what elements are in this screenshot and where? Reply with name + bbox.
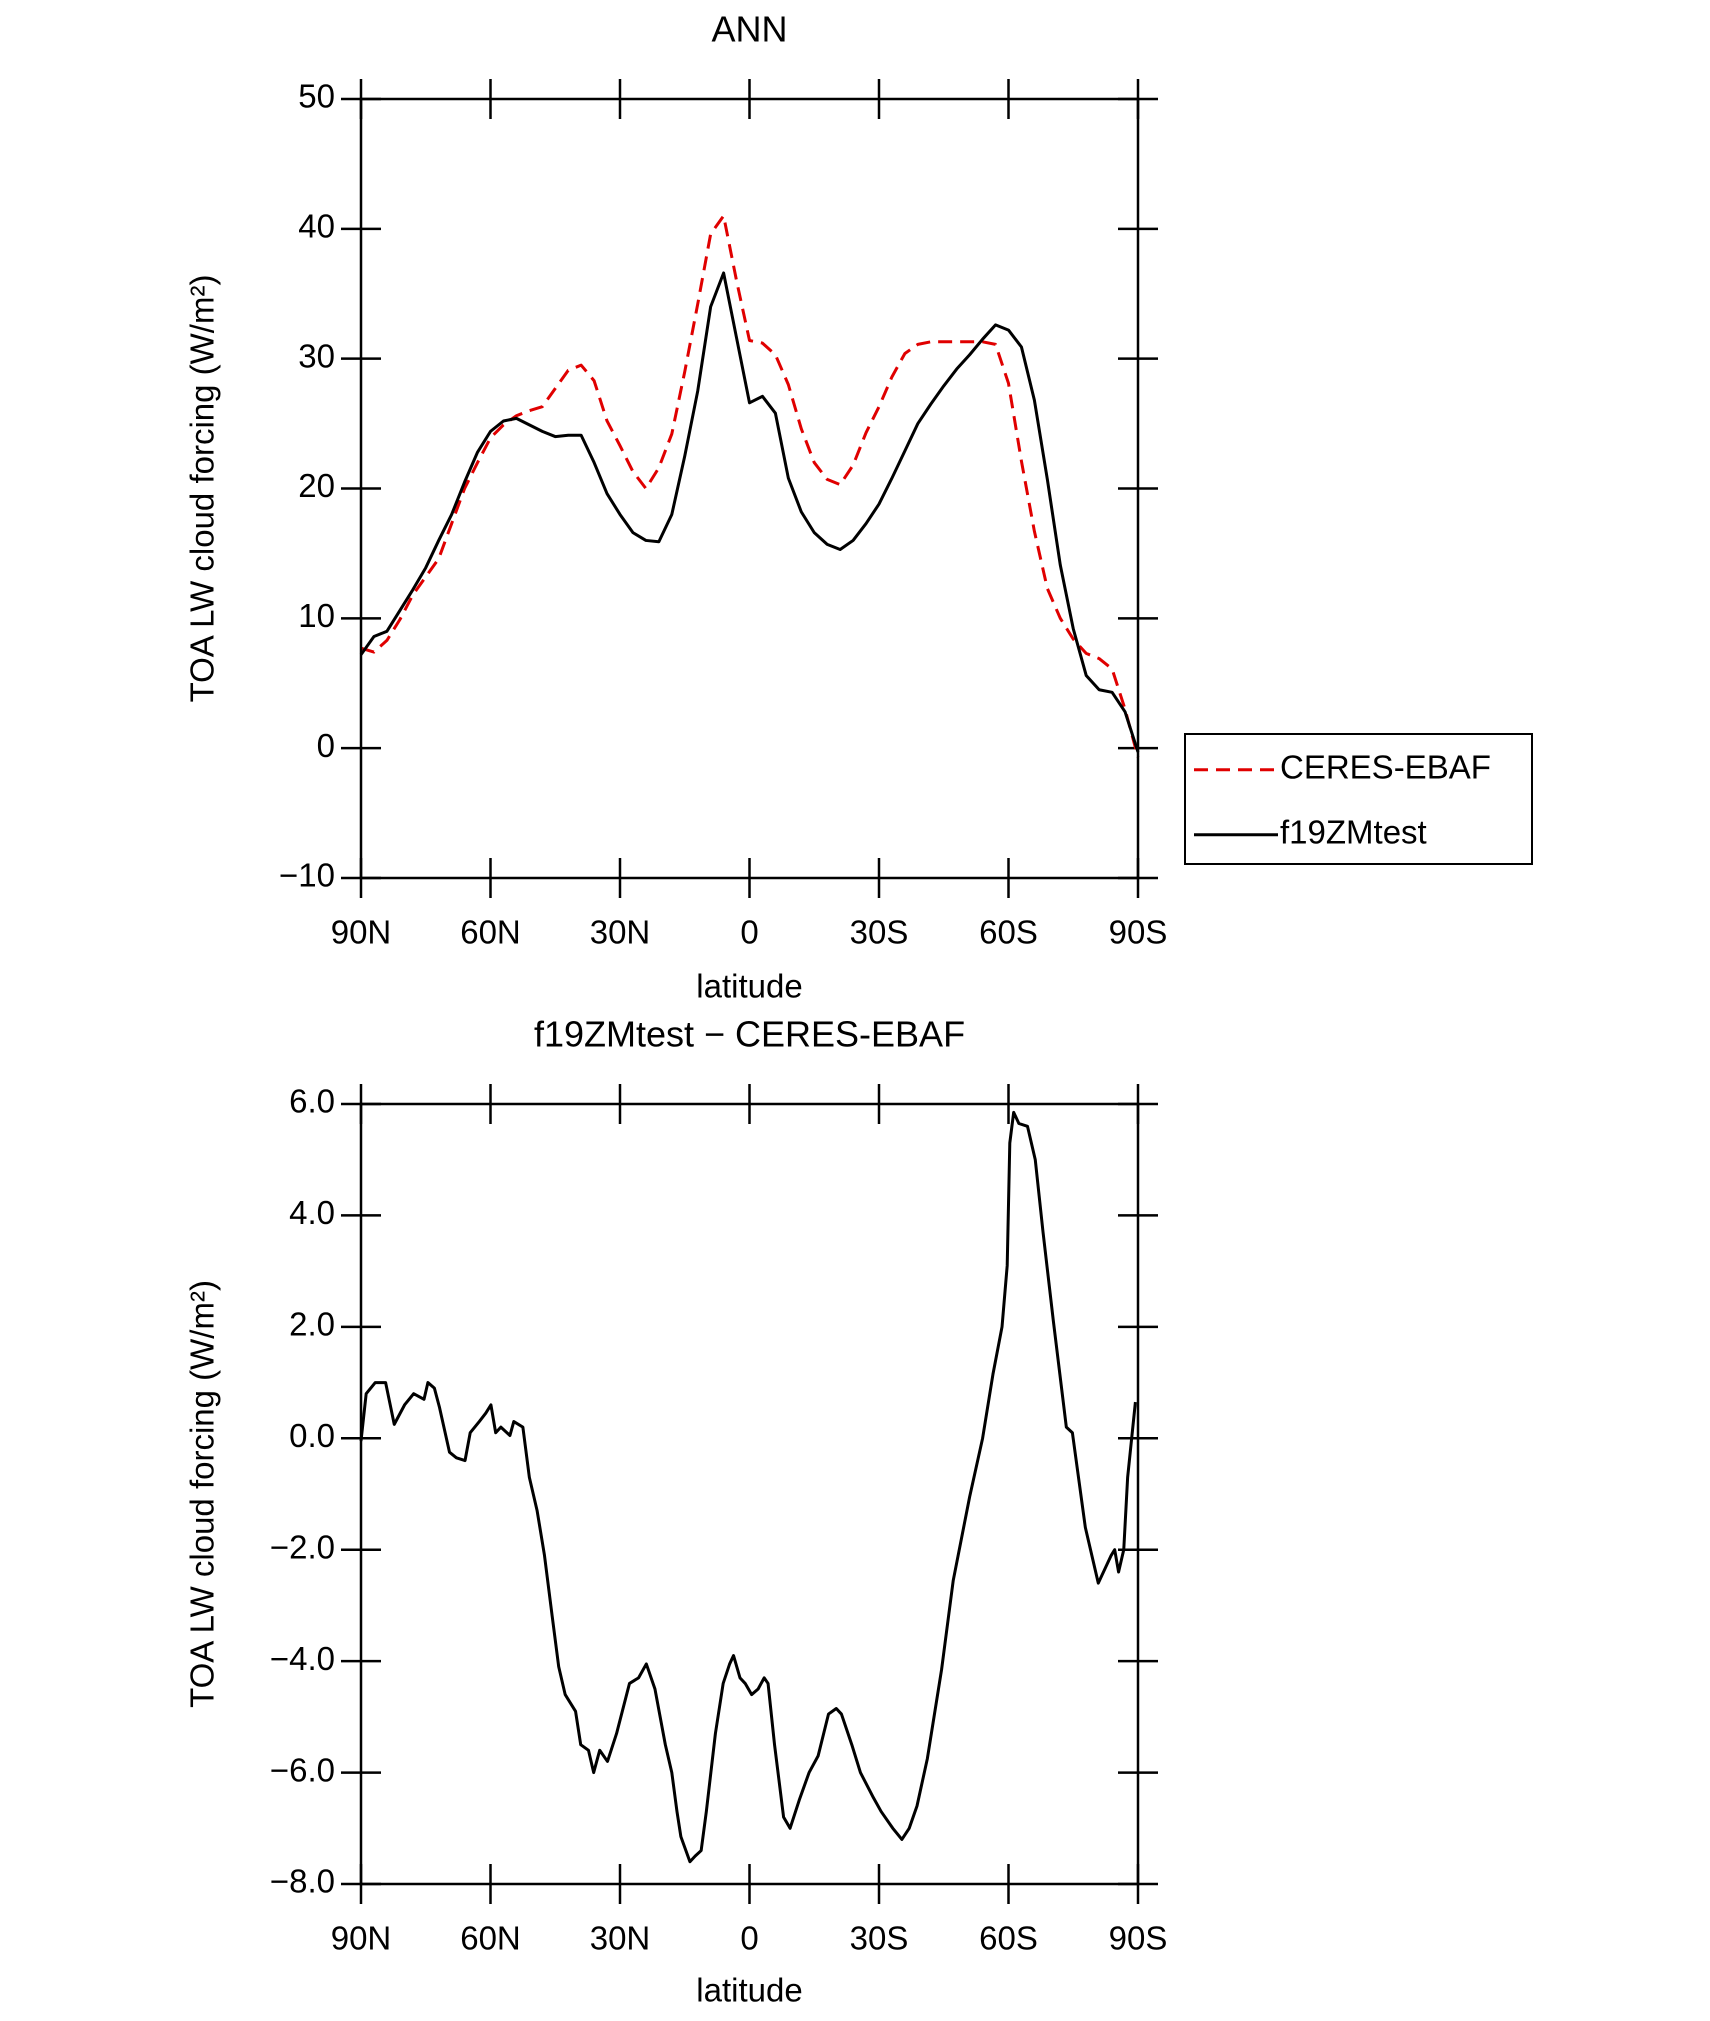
y-axis-label: TOA LW cloud forcing (W/m²) bbox=[184, 275, 221, 703]
x-tick-label: 60N bbox=[460, 914, 521, 951]
y-tick-label: 6.0 bbox=[289, 1083, 335, 1120]
x-tick-label: 90N bbox=[331, 1920, 392, 1957]
x-tick-label: 90N bbox=[331, 914, 392, 951]
x-tick-label: 0 bbox=[740, 1920, 758, 1957]
y-tick-label: −4.0 bbox=[270, 1640, 335, 1677]
plot-frame bbox=[359, 1102, 1140, 1886]
x-tick-label: 90S bbox=[1109, 1920, 1168, 1957]
chart-title: ANN bbox=[711, 9, 787, 50]
x-tick-label: 0 bbox=[740, 914, 758, 951]
y-tick-label: 40 bbox=[298, 208, 335, 245]
legend-box bbox=[1184, 733, 1533, 865]
x-tick-label: 30N bbox=[590, 1920, 651, 1957]
y-tick-label: 4.0 bbox=[289, 1194, 335, 1231]
y-tick-label: −2.0 bbox=[270, 1528, 335, 1565]
x-tick-label: 60S bbox=[979, 1920, 1038, 1957]
y-tick-label: 20 bbox=[298, 467, 335, 504]
series-line bbox=[359, 1110, 1137, 1864]
y-tick-label: 2.0 bbox=[289, 1306, 335, 1343]
x-tick-label: 90S bbox=[1109, 914, 1168, 951]
series-line bbox=[360, 214, 1140, 758]
y-tick-label: −8.0 bbox=[270, 1863, 335, 1900]
legend-label: CERES-EBAF bbox=[1280, 748, 1491, 785]
x-axis-label: latitude bbox=[696, 968, 802, 1005]
x-tick-label: 30S bbox=[850, 914, 909, 951]
x-tick-label: 60S bbox=[979, 914, 1038, 951]
x-tick-label: 30S bbox=[850, 1920, 909, 1957]
series-line bbox=[359, 271, 1140, 753]
y-tick-label: 50 bbox=[298, 78, 335, 115]
chart-title: f19ZMtest − CERES-EBAF bbox=[534, 1014, 965, 1055]
y-tick-label: 0.0 bbox=[289, 1417, 335, 1454]
plot-frame bbox=[359, 97, 1140, 880]
y-tick-label: 10 bbox=[298, 597, 335, 634]
x-axis-label: latitude bbox=[696, 1972, 802, 2009]
y-axis-label: TOA LW cloud forcing (W/m²) bbox=[184, 1280, 221, 1708]
y-tick-label: 30 bbox=[298, 337, 335, 374]
x-tick-label: 60N bbox=[460, 1920, 521, 1957]
y-tick-label: 0 bbox=[317, 727, 335, 764]
y-tick-label: −10 bbox=[279, 857, 335, 894]
y-tick-label: −6.0 bbox=[270, 1751, 335, 1788]
legend-label: f19ZMtest bbox=[1280, 813, 1427, 850]
x-tick-label: 30N bbox=[590, 914, 651, 951]
